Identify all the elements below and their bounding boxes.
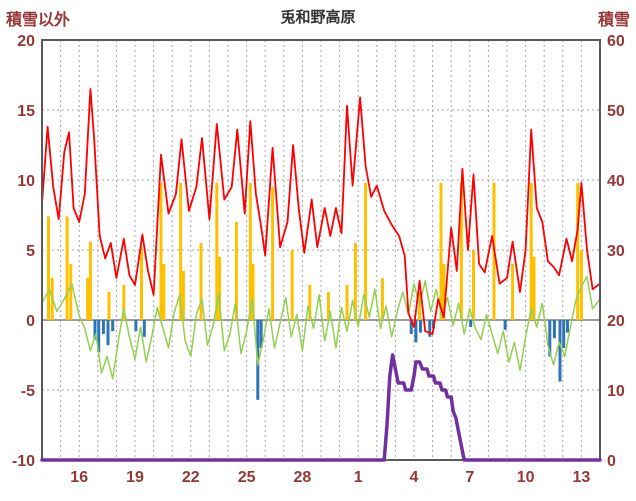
svg-text:40: 40 bbox=[607, 173, 625, 190]
svg-text:0: 0 bbox=[607, 453, 616, 470]
svg-text:7: 7 bbox=[465, 469, 474, 486]
svg-text:4: 4 bbox=[410, 469, 419, 486]
svg-text:20: 20 bbox=[607, 313, 625, 330]
svg-text:0: 0 bbox=[26, 313, 35, 330]
svg-text:22: 22 bbox=[182, 469, 200, 486]
svg-text:-10: -10 bbox=[12, 453, 35, 470]
svg-text:5: 5 bbox=[26, 243, 35, 260]
svg-text:1: 1 bbox=[354, 469, 363, 486]
svg-text:25: 25 bbox=[238, 469, 256, 486]
left-axis-title: 積雪以外 bbox=[6, 12, 71, 29]
svg-text:50: 50 bbox=[607, 103, 625, 120]
svg-text:10: 10 bbox=[517, 469, 535, 486]
svg-text:20: 20 bbox=[17, 33, 35, 50]
svg-text:28: 28 bbox=[294, 469, 312, 486]
chart-title: 兎和野高原 bbox=[280, 9, 356, 26]
svg-text:30: 30 bbox=[607, 243, 625, 260]
right-axis-title: 積雪 bbox=[597, 12, 630, 29]
svg-text:60: 60 bbox=[607, 33, 625, 50]
svg-text:15: 15 bbox=[17, 103, 35, 120]
svg-text:-5: -5 bbox=[21, 383, 35, 400]
svg-text:10: 10 bbox=[607, 383, 625, 400]
svg-text:13: 13 bbox=[573, 469, 591, 486]
svg-text:10: 10 bbox=[17, 173, 35, 190]
svg-text:19: 19 bbox=[126, 469, 144, 486]
svg-text:16: 16 bbox=[70, 469, 88, 486]
